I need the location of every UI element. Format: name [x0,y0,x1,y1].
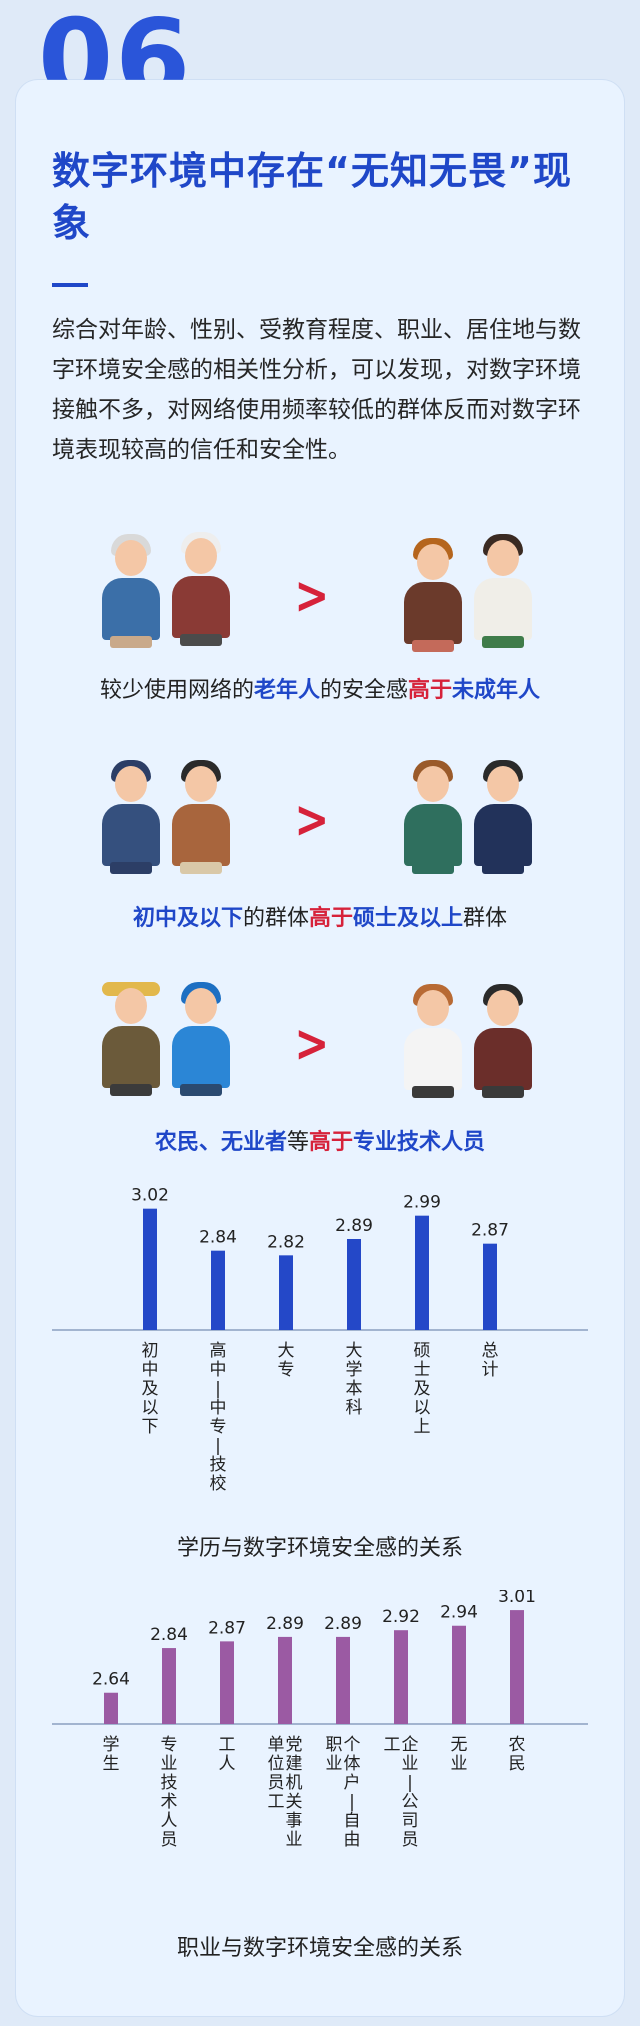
bar [143,1208,157,1330]
caption-seg: 的群体 [242,906,309,931]
category-tick-label: 工人 [219,1735,236,1774]
category-tick-label: 总计 [482,1341,499,1380]
farmer-unemployed-figures [90,976,240,1096]
bar [483,1243,497,1330]
category-tick-label: 职业 [326,1735,343,1774]
education-chart-title: 学历与数字环境安全感的关系 [176,1536,463,1561]
bar [415,1215,429,1330]
bar [279,1255,293,1330]
woman-with-books-figure [400,760,466,874]
bar [278,1636,292,1724]
bar [162,1648,176,1724]
boy-student-figure [470,534,536,648]
bar-value-label: 2.82 [267,1232,305,1252]
bar-value-label: 2.89 [324,1614,362,1634]
category-tick-label: 初中及以下 [142,1341,159,1437]
category-tick-label: 农民 [509,1735,526,1774]
caption-seg: 初中及以下 [132,906,243,931]
caption-seg: 高于 [309,1130,354,1155]
bar [220,1641,234,1724]
caption-seg: 专业技术人员 [353,1130,486,1155]
bar-value-label: 3.01 [498,1590,536,1607]
bar-value-label: 2.94 [440,1603,478,1623]
bar [104,1692,118,1724]
young-woman-waving-figure [98,760,164,874]
category-tick-label: 专业技术人员 [161,1735,178,1850]
man-with-books-figure [470,760,536,874]
caption-seg: 的安全感 [319,678,408,703]
graduate-figures [390,752,540,874]
bar-value-label: 2.89 [266,1614,304,1634]
category-tick-label: 个体户|自由 [344,1735,361,1850]
bar-value-label: 2.99 [403,1193,441,1213]
comparison-caption-3: 农民、无业者等高于专业技术人员 [0,1124,640,1156]
minor-figures [390,528,540,652]
low-education-figures [90,752,240,874]
caption-seg: 高于 [408,678,453,703]
comparison-caption-1: 较少使用网络的老年人的安全感高于未成年人 [0,672,640,704]
category-tick-label: 企业|公司员 [402,1735,419,1850]
bar [211,1250,225,1330]
category-tick-label: 党建机关事业 [286,1735,303,1850]
caption-seg: 高于 [308,906,353,931]
bar-value-label: 3.02 [131,1186,169,1206]
category-tick-label: 单位员工 [268,1735,285,1812]
comparison-caption-2: 初中及以下的群体高于硕士及以上群体 [0,900,640,932]
greater-than-symbol: > [294,1014,330,1074]
category-tick-label: 大学本科 [346,1341,363,1418]
comparison-illustration-occupation: > [90,976,550,1098]
caption-seg: 等 [286,1130,309,1155]
education-bar-chart: 3.02 初中及以下 2.84 高中|中专|技校 2.82 大专 2.89 大学本科 2.99 硕… [52,1186,588,1494]
comparison-illustration-education: > [90,752,550,874]
professional-woman-figure [400,984,466,1098]
bar-value-label: 2.87 [471,1221,509,1241]
bar-value-label: 2.84 [199,1228,237,1248]
category-tick-label: 硕士及以上 [414,1341,431,1437]
professional-figures [390,976,540,1098]
category-tick-label: 学生 [103,1735,120,1774]
caption-seg: 群体 [463,906,508,931]
category-tick-label: 高中|中专|技校 [210,1341,227,1494]
category-tick-label: 大专 [278,1341,295,1380]
title-divider [52,283,88,287]
farmer-figure [98,982,164,1096]
bar-value-label: 2.92 [382,1607,420,1627]
caption-seg: 较少使用网络的 [99,678,254,703]
bar [347,1239,361,1330]
professional-man-figure [470,984,536,1098]
elderly-figures [90,528,240,648]
intro-paragraph: 综合对年龄、性别、受教育程度、职业、居住地与数字环境安全感的相关性分析，可以发现… [52,317,581,463]
girl-student-figure [400,538,466,652]
greater-than-symbol: > [294,790,330,850]
bar [394,1630,408,1724]
page-title: 数字环境中存在“无知无畏”现象 [52,149,572,245]
category-tick-label: 工 [384,1735,401,1755]
bar [452,1625,466,1724]
bar-value-label: 2.87 [208,1618,246,1638]
category-tick-label: 无业 [451,1735,468,1774]
caption-seg: 老年人 [253,678,320,703]
bar-value-label: 2.84 [150,1625,188,1645]
comparison-illustration-elderly-vs-minors: > [90,528,550,652]
caption-seg: 硕士及以上 [353,906,464,931]
bar-value-label: 2.64 [92,1670,130,1690]
elderly-woman-figure [98,534,164,648]
greater-than-symbol: > [294,566,330,626]
caption-seg: 农民、无业者 [154,1130,287,1155]
bar [510,1610,524,1724]
caption-seg: 未成年人 [452,678,541,703]
bar [336,1636,350,1724]
worker-figure [168,982,234,1096]
occupation-chart-title: 职业与数字环境安全感的关系 [176,1936,463,1961]
young-man-figure [168,760,234,874]
bar-value-label: 2.89 [335,1216,373,1236]
elderly-man-figure [168,532,234,648]
